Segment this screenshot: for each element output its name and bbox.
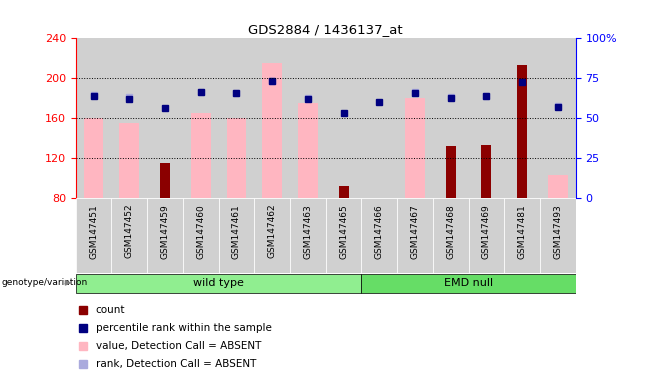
- Bar: [76, 274, 361, 293]
- Bar: [433, 38, 468, 198]
- Text: GSM147468: GSM147468: [446, 204, 455, 258]
- Bar: [326, 38, 361, 198]
- Text: GSM147465: GSM147465: [339, 204, 348, 258]
- Bar: [254, 38, 290, 198]
- Text: count: count: [95, 305, 125, 315]
- Bar: [361, 198, 397, 273]
- Text: GSM147469: GSM147469: [482, 204, 491, 258]
- Bar: [504, 38, 540, 198]
- Text: percentile rank within the sample: percentile rank within the sample: [95, 323, 272, 333]
- Text: GSM147463: GSM147463: [303, 204, 313, 258]
- Text: value, Detection Call = ABSENT: value, Detection Call = ABSENT: [95, 341, 261, 351]
- Bar: [339, 186, 349, 198]
- Text: GSM147459: GSM147459: [161, 204, 170, 258]
- Bar: [468, 38, 504, 198]
- Bar: [405, 98, 425, 198]
- Bar: [218, 38, 254, 198]
- Bar: [482, 145, 492, 198]
- Text: GSM147462: GSM147462: [268, 204, 276, 258]
- Text: genotype/variation: genotype/variation: [1, 278, 88, 287]
- Bar: [183, 198, 218, 273]
- Text: GSM147467: GSM147467: [411, 204, 420, 258]
- Bar: [111, 198, 147, 273]
- Bar: [445, 146, 456, 198]
- Bar: [361, 274, 576, 293]
- Text: GSM147481: GSM147481: [518, 204, 526, 258]
- Bar: [540, 198, 576, 273]
- Bar: [120, 123, 139, 198]
- Bar: [218, 198, 254, 273]
- Bar: [147, 198, 183, 273]
- Bar: [433, 198, 468, 273]
- Bar: [84, 118, 103, 198]
- Text: GSM147452: GSM147452: [125, 204, 134, 258]
- Bar: [76, 198, 111, 273]
- Bar: [160, 163, 170, 198]
- Bar: [361, 38, 397, 198]
- Bar: [504, 198, 540, 273]
- Text: GSM147460: GSM147460: [196, 204, 205, 258]
- Title: GDS2884 / 1436137_at: GDS2884 / 1436137_at: [249, 23, 403, 36]
- Bar: [290, 198, 326, 273]
- Bar: [397, 38, 433, 198]
- Bar: [254, 198, 290, 273]
- Bar: [147, 38, 183, 198]
- Bar: [397, 198, 433, 273]
- Text: GSM147451: GSM147451: [89, 204, 98, 258]
- Text: GSM147466: GSM147466: [375, 204, 384, 258]
- Text: wild type: wild type: [193, 278, 244, 288]
- Bar: [226, 118, 246, 198]
- Bar: [290, 38, 326, 198]
- Bar: [111, 38, 147, 198]
- Bar: [263, 63, 282, 198]
- Text: GSM147461: GSM147461: [232, 204, 241, 258]
- Bar: [183, 38, 218, 198]
- Bar: [191, 113, 211, 198]
- Bar: [76, 38, 111, 198]
- Text: rank, Detection Call = ABSENT: rank, Detection Call = ABSENT: [95, 359, 256, 369]
- Bar: [326, 198, 361, 273]
- Bar: [298, 103, 318, 198]
- Bar: [540, 38, 576, 198]
- Bar: [468, 198, 504, 273]
- Text: GSM147493: GSM147493: [553, 204, 563, 258]
- Text: EMD null: EMD null: [444, 278, 493, 288]
- Bar: [517, 65, 527, 198]
- Bar: [548, 175, 568, 198]
